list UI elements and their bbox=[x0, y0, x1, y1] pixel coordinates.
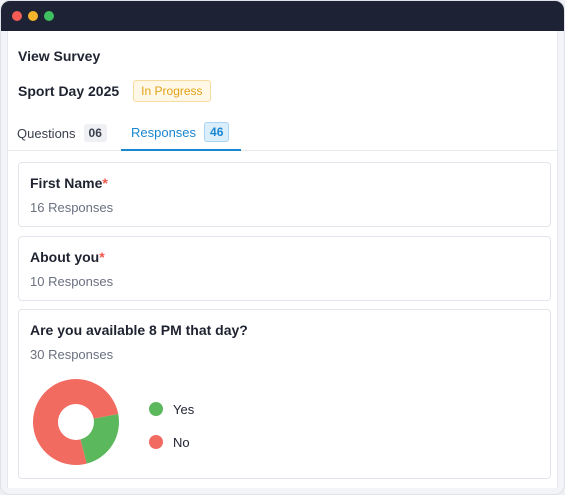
page-title: View Survey bbox=[18, 48, 101, 64]
question-title-text: First Name bbox=[30, 175, 103, 191]
response-count: 16 Responses bbox=[30, 200, 114, 215]
question-card-about-you[interactable]: About you* 10 Responses bbox=[18, 236, 551, 301]
required-marker: * bbox=[99, 249, 105, 265]
tab-questions-count: 06 bbox=[83, 124, 107, 142]
tab-responses-count: 46 bbox=[204, 122, 230, 142]
legend-label-yes: Yes bbox=[173, 402, 195, 417]
legend-label-no: No bbox=[173, 435, 190, 450]
status-badge: In Progress bbox=[133, 80, 211, 102]
donut-chart: Yes No bbox=[32, 379, 195, 465]
survey-panel: View Survey Sport Day 2025 In Progress Q… bbox=[7, 31, 559, 488]
tab-questions-label: Questions bbox=[17, 125, 76, 141]
question-title: Are you available 8 PM that day? bbox=[30, 322, 248, 338]
question-title: First Name* bbox=[30, 175, 108, 191]
legend-marker-yes bbox=[149, 402, 163, 416]
tab-responses[interactable]: Responses 46 bbox=[121, 115, 242, 151]
question-card-availability[interactable]: Are you available 8 PM that day? 30 Resp… bbox=[18, 309, 551, 479]
tab-responses-label: Responses bbox=[131, 124, 197, 140]
legend-marker-no bbox=[149, 435, 163, 449]
question-card-first-name[interactable]: First Name* 16 Responses bbox=[18, 162, 551, 227]
maximize-window-icon[interactable] bbox=[44, 11, 54, 21]
question-title-text: About you bbox=[30, 249, 100, 265]
pie-slice-no bbox=[32, 379, 119, 465]
pie-slice-yes bbox=[80, 413, 119, 464]
tab-questions[interactable]: Questions 06 bbox=[17, 115, 107, 151]
survey-name: Sport Day 2025 bbox=[18, 83, 120, 99]
question-title: About you* bbox=[30, 249, 105, 265]
survey-header: Sport Day 2025 In Progress bbox=[18, 80, 211, 102]
response-count: 30 Responses bbox=[30, 347, 114, 362]
tab-bar: Questions 06 Responses 46 bbox=[8, 115, 559, 151]
title-bar bbox=[1, 1, 564, 31]
required-marker: * bbox=[102, 175, 108, 191]
close-window-icon[interactable] bbox=[12, 11, 22, 21]
response-count: 10 Responses bbox=[30, 274, 114, 289]
minimize-window-icon[interactable] bbox=[28, 11, 38, 21]
